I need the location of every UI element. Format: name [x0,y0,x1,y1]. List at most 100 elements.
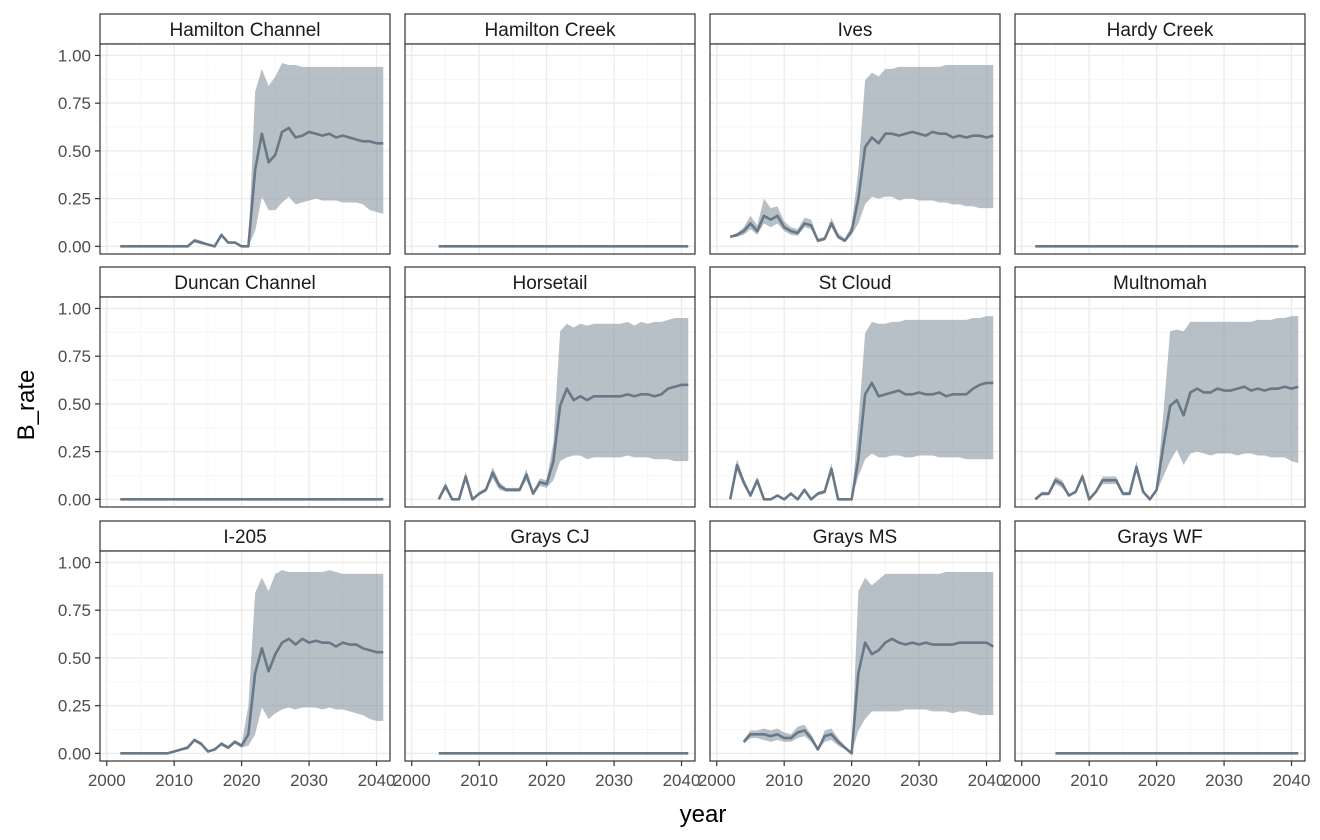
series-line [120,637,384,755]
y-tick-label: 1.00 [58,553,91,572]
series-line [742,637,994,755]
y-tick-label: 0.50 [58,395,91,414]
series-line [729,130,994,242]
panel-border [404,296,696,508]
facet-strip [1014,13,1306,45]
facet-panel: Horsetail [404,266,696,508]
facet-panel: Hardy Creek [1014,13,1306,255]
x-tick-label: 2030 [290,771,328,790]
y-axis-title: B_rate [13,370,40,441]
confidence-ribbon [730,316,994,500]
facet-panel: Duncan Channel [99,266,391,508]
series-line [1034,385,1299,501]
confidence-ribbon [730,65,994,243]
panels: Hamilton Channel Hamilton Creek Ives Hardy … [99,13,1306,762]
facet-panel: Hamilton Creek [404,13,696,255]
x-tick-label: 2020 [223,771,261,790]
facet-title: Grays MS [813,527,897,548]
y-tick-label: 0.00 [58,744,91,763]
x-tick-label: 2030 [595,771,633,790]
facet-title: Multnomah [1113,273,1207,294]
facet-strip [99,520,391,552]
x-tick-label: 2000 [1003,771,1041,790]
facet-title: Hamilton Creek [485,20,616,41]
x-tick-label: 2040 [968,771,1006,790]
y-tick-label: 0.50 [58,142,91,161]
panel-border [1014,296,1306,508]
x-tick-label: 2030 [1205,771,1243,790]
x-tick-label: 2010 [765,771,803,790]
facet-strip [404,520,696,552]
facet-strip [709,13,1001,45]
x-tick-label: 2010 [460,771,498,790]
confidence-ribbon [120,570,384,754]
x-tick-label: 2000 [393,771,431,790]
facet-title: Hardy Creek [1107,20,1214,41]
panel-border [1014,43,1306,255]
y-tick-label: 0.00 [58,237,91,256]
y-tick-label: 0.75 [58,347,91,366]
x-tick-label: 2000 [698,771,736,790]
series-line [120,126,384,248]
facet-title: Grays WF [1117,527,1203,548]
x-axis-title: year [680,801,727,828]
facet-title: Duncan Channel [174,273,316,294]
y-tick-label: 0.25 [58,443,91,462]
x-tick-label: 2010 [1070,771,1108,790]
facet-panel: Multnomah [1014,266,1306,508]
y-tick-label: 0.75 [58,601,91,620]
facet-panel: I-205 [99,520,391,762]
panel-border [99,550,391,762]
facet-panel: Grays MS [709,520,1001,762]
panel-border [709,550,1001,762]
facet-strip [99,266,391,298]
series-line [437,383,689,501]
x-tick-label: 2030 [900,771,938,790]
x-tick-label: 2010 [155,771,193,790]
y-tick-label: 0.50 [58,649,91,668]
panel-border [1014,550,1306,762]
y-tick-label: 1.00 [58,299,91,318]
facet-panel: Ives [709,13,1001,255]
panel-border [404,43,696,255]
facet-strip [709,520,1001,552]
y-tick-label: 0.00 [58,490,91,509]
facet-title: Horsetail [513,273,588,294]
facet-panel: St Cloud [709,266,1001,508]
y-tick-label: 0.25 [58,190,91,209]
x-tick-label: 2020 [833,771,871,790]
y-tick-label: 1.00 [58,46,91,65]
facet-strip [404,13,696,45]
panel-border [99,43,391,255]
facet-panel: Grays WF [1014,520,1306,762]
x-tick-label: 2040 [358,771,396,790]
panel-border [709,43,1001,255]
panel-border [99,296,391,508]
confidence-ribbon [1035,316,1299,500]
facet-title: Hamilton Channel [169,20,320,41]
panel-border [709,296,1001,508]
facet-panel: Hamilton Channel [99,13,391,255]
facet-title: Grays CJ [510,527,589,548]
y-tick-label: 0.75 [58,94,91,113]
series-line [728,381,994,501]
x-tick-label: 2020 [528,771,566,790]
x-tick-label: 2000 [88,771,126,790]
x-tick-label: 2040 [663,771,701,790]
x-tick-label: 2020 [1138,771,1176,790]
facet-strip [1014,520,1306,552]
panel-border [404,550,696,762]
confidence-ribbon [120,63,384,247]
confidence-ribbon [438,318,689,500]
y-tick-label: 0.25 [58,697,91,716]
facet-strip [1014,266,1306,298]
x-tick-label: 2040 [1273,771,1311,790]
facet-strip [99,13,391,45]
facet-title: Ives [838,20,873,41]
confidence-ribbon [743,572,994,754]
facet-title: I-205 [223,527,266,548]
facet-title: St Cloud [819,273,892,294]
facet-strip [404,266,696,298]
